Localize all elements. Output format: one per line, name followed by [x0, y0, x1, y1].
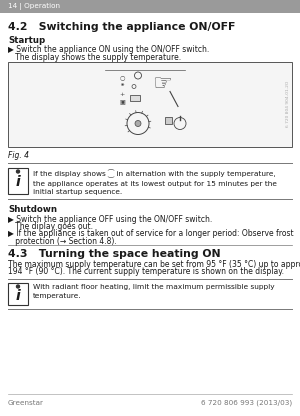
Text: The diplay goes out.: The diplay goes out.: [8, 222, 93, 231]
Text: Fig. 4: Fig. 4: [8, 151, 29, 159]
Bar: [8, 282, 28, 305]
Bar: [0, 0, 300, 13]
Text: 14 | Operation: 14 | Operation: [8, 3, 60, 10]
Text: 4.2   Switching the appliance ON/OFF: 4.2 Switching the appliance ON/OFF: [8, 22, 236, 32]
Text: i: i: [16, 290, 20, 304]
Text: 4.3   Turning the space heating ON: 4.3 Turning the space heating ON: [8, 249, 220, 259]
Text: ☞: ☞: [152, 74, 172, 94]
Text: Greenstar: Greenstar: [8, 400, 44, 406]
Text: ⁕: ⁕: [119, 84, 124, 89]
Bar: [165, 116, 172, 124]
Circle shape: [135, 121, 141, 126]
Text: 6 720 804 904-01.2O: 6 720 804 904-01.2O: [286, 81, 290, 127]
Text: Startup: Startup: [8, 36, 45, 45]
Text: With radiant floor heating, limit the maximum permissible supply
temperature.: With radiant floor heating, limit the ma…: [33, 285, 274, 299]
Bar: [8, 62, 292, 146]
Text: ○: ○: [119, 75, 125, 81]
Text: i: i: [16, 176, 20, 190]
Text: The display shows the supply temperature.: The display shows the supply temperature…: [8, 52, 181, 62]
Text: If the display shows ⁐ in alternation with the supply temperature,
the appliance: If the display shows ⁐ in alternation wi…: [33, 169, 277, 195]
Text: ▣: ▣: [119, 101, 125, 106]
Bar: [130, 94, 140, 101]
Text: The maximum supply temperature can be set from 95 °F (35 °C) up to approx.: The maximum supply temperature can be se…: [8, 260, 300, 269]
Text: ▶ If the appliance is taken out of service for a longer period: Observe frost: ▶ If the appliance is taken out of servi…: [8, 230, 294, 238]
Text: Shutdown: Shutdown: [8, 206, 57, 215]
Circle shape: [16, 170, 20, 173]
Text: ▶ Switch the appliance ON using the ON/OFF switch.: ▶ Switch the appliance ON using the ON/O…: [8, 45, 209, 54]
Text: 194 °F (90 °C). The current supply temperature is shown on the display.: 194 °F (90 °C). The current supply tempe…: [8, 267, 284, 277]
Bar: [8, 168, 28, 193]
Text: ▶ Switch the appliance OFF using the ON/OFF switch.: ▶ Switch the appliance OFF using the ON/…: [8, 215, 212, 223]
Text: protection (→ Section 4.8).: protection (→ Section 4.8).: [8, 237, 117, 246]
Text: +: +: [119, 92, 124, 97]
Text: 6 720 806 993 (2013/03): 6 720 806 993 (2013/03): [201, 399, 292, 406]
Circle shape: [16, 285, 20, 288]
